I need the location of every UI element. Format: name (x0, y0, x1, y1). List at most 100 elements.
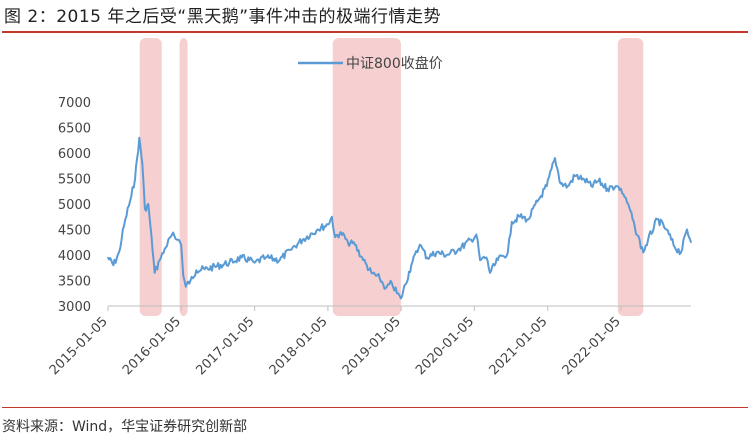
data-point (457, 249, 459, 251)
data-point (248, 259, 251, 261)
x-tick-label: 2015-01-05 (47, 314, 111, 378)
data-point (485, 256, 488, 259)
y-tick-label: 6000 (58, 147, 91, 162)
data-point (620, 187, 622, 190)
data-point (177, 238, 179, 241)
data-point (301, 238, 304, 241)
data-point (171, 233, 173, 236)
data-point (278, 259, 281, 261)
data-point (151, 249, 154, 251)
plot-area (107, 136, 692, 300)
x-tick-label: 2016-01-05 (120, 314, 184, 378)
data-point (418, 244, 421, 246)
data-point (189, 279, 192, 282)
data-point (536, 200, 539, 203)
data-point (384, 287, 387, 289)
data-point (554, 157, 556, 159)
data-point (362, 259, 364, 261)
data-point (370, 272, 373, 274)
data-point (597, 180, 600, 182)
data-point (559, 182, 562, 185)
data-point (141, 162, 144, 164)
data-point (642, 251, 645, 254)
bottom-rule (2, 407, 748, 408)
data-point (527, 218, 530, 221)
data-point (396, 292, 398, 295)
data-point (567, 185, 569, 187)
figure-title: 图 2：2015 年之后受“黑天鹅”事件冲击的极端行情走势 (4, 7, 442, 27)
x-tick-label: 2017-01-05 (193, 314, 257, 378)
x-tick-label: 2020-01-05 (413, 314, 477, 378)
data-point (130, 195, 133, 198)
data-point (180, 244, 183, 246)
data-point (627, 203, 630, 205)
data-point (112, 264, 115, 267)
y-axis: 3000 3500 4000 4500 5000 5500 6000 6500 7000 (58, 96, 91, 315)
data-point (614, 185, 617, 187)
data-point (426, 256, 428, 259)
top-rule (2, 31, 748, 33)
data-point (334, 236, 336, 238)
x-tick-label: 2019-01-05 (340, 314, 404, 378)
data-point (634, 226, 636, 228)
data-point (574, 175, 576, 177)
y-tick-label: 5500 (58, 173, 91, 188)
data-point (497, 259, 499, 261)
data-point (511, 221, 513, 223)
y-tick-label: 3500 (58, 275, 91, 290)
data-point (253, 261, 256, 264)
data-point (118, 251, 120, 254)
data-point (153, 272, 156, 274)
data-point (316, 228, 319, 231)
data-point (680, 251, 682, 254)
data-point (134, 177, 136, 180)
data-point (519, 215, 521, 218)
data-point (327, 223, 329, 226)
data-point (400, 297, 402, 300)
data-point (690, 241, 692, 244)
data-point (339, 231, 342, 233)
data-point (240, 256, 243, 259)
data-point (228, 261, 231, 264)
shaded-periods (139, 38, 644, 316)
data-point (164, 246, 167, 249)
data-point (410, 264, 413, 267)
shaded-period-1 (139, 38, 162, 316)
shaded-period-4 (617, 38, 644, 316)
data-point (378, 277, 381, 279)
data-point (331, 215, 333, 218)
data-point (489, 272, 491, 274)
data-point (147, 203, 150, 205)
y-tick-label: 3000 (58, 300, 91, 315)
data-point (582, 177, 584, 180)
data-point (665, 228, 668, 231)
data-point (158, 259, 161, 261)
data-point (686, 228, 688, 231)
y-tick-label: 7000 (58, 96, 91, 111)
x-tick-label: 2021-01-05 (487, 314, 551, 378)
legend: 中证800收盘价 (298, 55, 443, 72)
data-point (107, 256, 109, 259)
source-note: 资料来源：Wind，华宝证券研究创新部 (2, 419, 248, 435)
series-line-1 (107, 136, 692, 300)
data-point (507, 251, 509, 254)
x-axis: 2015-01-05 2016-01-05 2017-01-05 2018-01-05… (47, 305, 691, 378)
y-tick-label: 4000 (58, 249, 91, 264)
y-tick-label: 6500 (58, 122, 91, 137)
y-tick-label: 4500 (58, 224, 91, 239)
data-point (289, 249, 291, 251)
data-point (606, 187, 609, 190)
data-point (435, 251, 438, 254)
data-point (656, 218, 659, 221)
data-point (590, 185, 593, 187)
data-point (138, 136, 141, 139)
data-point (479, 259, 481, 261)
data-point (470, 238, 472, 241)
data-point (195, 269, 198, 272)
data-point (647, 238, 649, 241)
data-point (354, 244, 356, 246)
data-point (673, 246, 676, 249)
x-tick-label: 2022-01-05 (560, 314, 624, 378)
data-point (264, 256, 267, 259)
